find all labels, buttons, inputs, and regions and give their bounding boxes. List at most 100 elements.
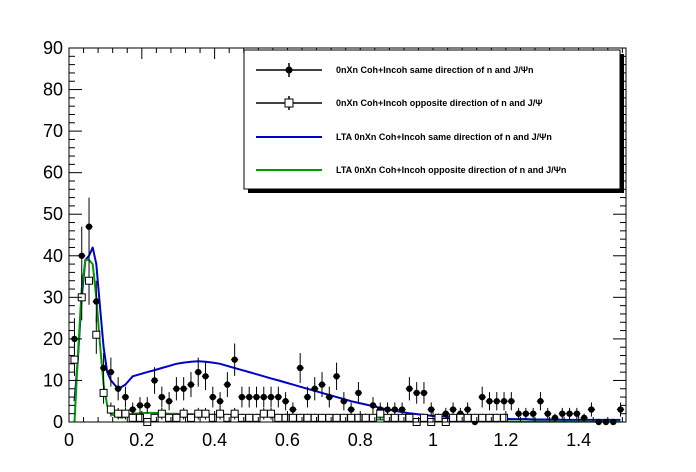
data-point [478,386,486,408]
open-square-marker [150,413,159,422]
open-square-marker [186,413,195,422]
data-point [514,407,523,420]
data-point [303,413,312,422]
filled-circle-marker [93,298,100,305]
filled-circle-marker [355,389,362,397]
data-point [143,397,151,414]
plot-frame [68,47,627,423]
data-point [114,377,122,401]
open-square-marker [106,405,115,414]
x-tick-label: 1.4 [566,430,591,450]
data-point [136,397,144,414]
x-tick-label: 0.6 [275,430,300,450]
filled-circle-marker [209,393,217,401]
filled-circle-marker [537,398,544,405]
filled-circle-marker [420,389,428,397]
data-point [507,392,515,411]
filled-circle-marker [391,406,399,413]
data-point [194,357,202,387]
filled-circle-marker [588,406,595,413]
filled-circle-marker [100,364,107,372]
filled-circle-marker [551,414,559,422]
filled-circle-marker [238,393,246,401]
data-point [587,402,596,417]
data-point [274,413,283,422]
open-square-marker [310,413,319,422]
filled-circle-marker [195,368,202,376]
data-point [318,413,327,422]
filled-circle-marker [464,406,471,413]
data-point [237,413,246,422]
filled-circle-marker [566,410,573,417]
filled-circle-marker [617,406,624,413]
data-point [186,413,195,422]
open-square-marker [121,409,130,418]
filled-circle-marker [122,393,129,401]
data-point [208,413,217,422]
open-square-marker [165,413,174,422]
open-square-marker [172,413,181,422]
filled-circle-marker [413,389,420,397]
filled-circle-marker [486,398,493,405]
data-point [209,386,217,408]
data-point [106,402,115,417]
open-square-marker [274,413,283,422]
filled-circle-marker [559,410,566,417]
filled-circle-marker [529,410,537,417]
data-point [390,413,399,422]
data-point [201,407,210,420]
filled-circle-marker [275,393,282,401]
filled-circle-marker [311,385,318,392]
open-square-marker [434,413,443,422]
data-point [434,413,443,422]
y-tick-label: 60 [43,163,63,183]
filled-circle-marker [500,398,508,405]
data-point [536,392,545,411]
filled-circle-marker [85,223,93,230]
data-point [318,372,326,398]
filled-circle-marker [493,398,500,405]
filled-circle-marker [340,398,348,405]
data-point [616,402,625,417]
open-square-marker [354,413,363,422]
x-tick-label: 0 [64,430,74,450]
data-point [463,413,472,422]
open-square-marker [463,413,472,422]
data-point [99,353,108,383]
data-point [157,407,166,420]
data-point [310,413,319,422]
data-point [398,413,407,422]
data-point [201,362,210,391]
data-point [92,315,101,354]
data-point [85,256,94,305]
open-square-marker [368,413,377,422]
legend-label: 0nXn Coh+Incoh opposite direction of n a… [336,98,543,108]
open-square-marker [405,413,414,422]
filled-circle-marker [398,406,406,413]
x-tick-label: 0.8 [348,430,373,450]
open-square-marker [208,413,217,422]
data-point [500,413,509,422]
data-point [405,377,414,401]
data-point [180,377,188,401]
data-point [296,353,304,383]
open-square-marker [376,409,385,418]
series-line-0 [73,246,621,421]
open-square-marker [470,413,479,422]
data-point [216,407,225,420]
filled-circle-marker [267,393,275,401]
y-tick-label: 30 [43,287,63,307]
open-square-marker [332,413,341,422]
filled-circle-marker [151,377,158,384]
filled-circle-marker [406,385,413,392]
open-square-marker [383,413,392,422]
data-point [172,413,181,422]
data-point [85,197,93,256]
open-square-marker [223,413,232,422]
data-point [121,407,130,420]
data-point [223,372,232,398]
data-point [340,392,348,411]
filled-circle-marker [136,402,144,409]
data-point [332,413,341,422]
data-point [259,407,268,420]
